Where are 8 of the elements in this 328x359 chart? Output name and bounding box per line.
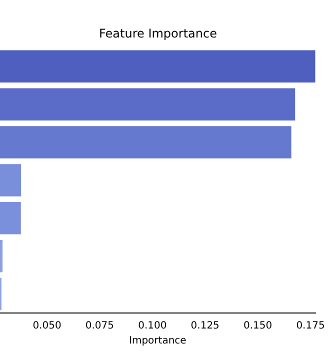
- x-tick-label: 0.075: [85, 320, 114, 332]
- x-tick-label: 0.175: [296, 320, 325, 332]
- x-tick-label: 0.125: [190, 320, 220, 332]
- x-tick-label: 0.050: [32, 320, 62, 332]
- x-axis-title: Importance: [129, 336, 186, 347]
- x-tick-label: 0.150: [243, 320, 272, 332]
- chart-title: Feature Importance: [99, 26, 217, 40]
- x-tick-label: 0.100: [138, 320, 167, 332]
